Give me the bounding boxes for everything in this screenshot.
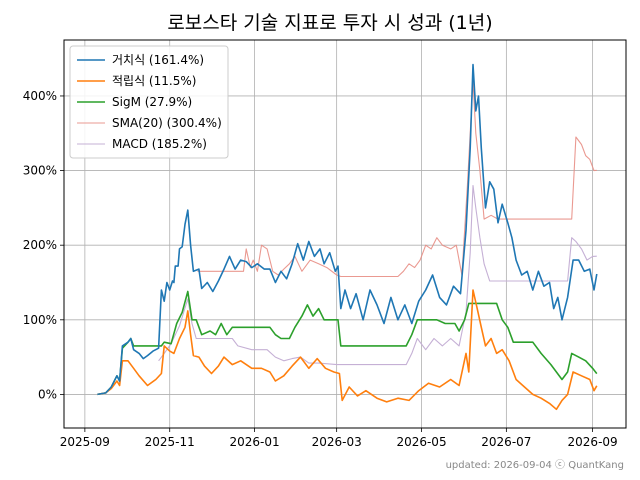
x-tick-label: 2026-07 (481, 435, 531, 449)
legend-label: SigM (27.9%) (112, 95, 192, 109)
legend-label: 적립식 (11.5%) (112, 74, 196, 88)
chart-title: 로보스타 기술 지표로 투자 시 성과 (1년) (167, 12, 492, 34)
x-tick-label: 2026-03 (312, 435, 362, 449)
series-line-1 (97, 289, 598, 411)
y-tick-label: 400% (23, 89, 57, 103)
series-line-4 (158, 184, 597, 366)
legend-box (69, 45, 229, 159)
y-tick-label: 200% (23, 238, 57, 252)
y-tick-label: 300% (23, 164, 57, 178)
x-axis-ticks: 2025-09 2025-11 2026-01 2026-03 2026-05 2026-… (60, 428, 618, 449)
y-axis-ticks: 0% 100% 200% 300% 400% (23, 89, 64, 401)
legend: 거치식 (161.4%) 적립식 (11.5%) SigM (27.9%) SMA(2… (69, 45, 229, 159)
y-tick-label: 0% (38, 387, 57, 401)
series-line-3 (197, 80, 597, 278)
footer-credit: updated: 2026-09-04 ⓒ QuantKang (446, 459, 624, 471)
x-tick-label: 2026-09 (568, 435, 618, 449)
series-layer (97, 63, 598, 411)
y-tick-label: 100% (23, 313, 57, 327)
plot-frame (63, 39, 627, 429)
x-tick-label: 2025-11 (145, 435, 195, 449)
x-tick-label: 2026-01 (230, 435, 280, 449)
series-line-0 (97, 63, 598, 396)
legend-label: MACD (185.2%) (112, 137, 207, 151)
x-tick-label: 2026-05 (396, 435, 446, 449)
legend-label: SMA(20) (300.4%) (112, 116, 222, 130)
series-line-2 (97, 290, 598, 396)
legend-label: 거치식 (161.4%) (112, 53, 204, 67)
x-tick-label: 2025-09 (60, 435, 110, 449)
